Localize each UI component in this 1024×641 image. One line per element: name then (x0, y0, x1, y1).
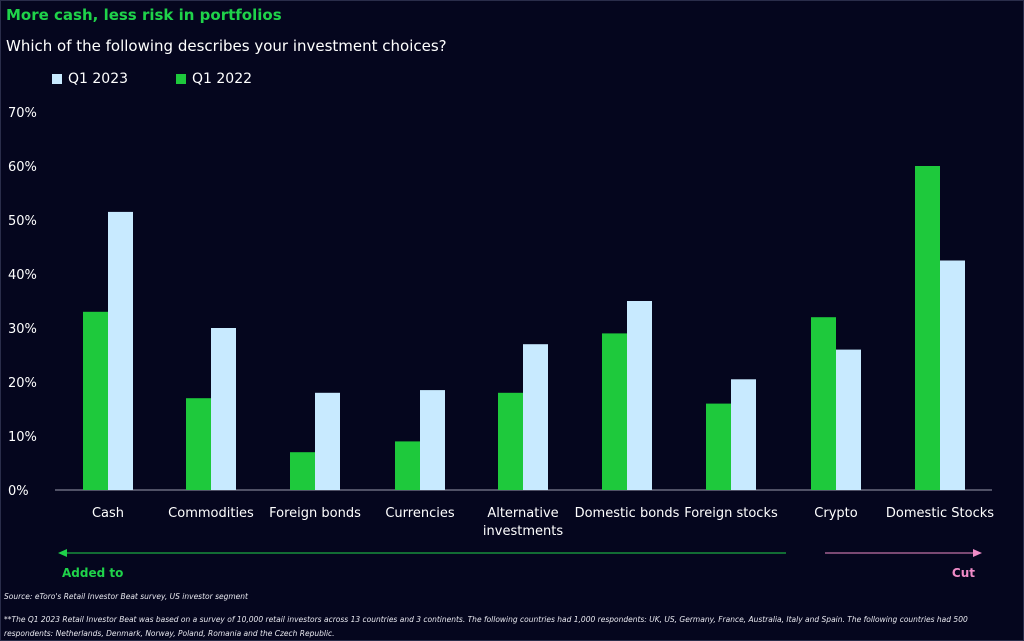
added-to-label: Added to (62, 566, 123, 580)
bar-q1-2023 (523, 344, 548, 490)
chart-subtitle: Which of the following describes your in… (6, 37, 447, 55)
bar-q1-2023 (940, 260, 965, 490)
y-tick-label: 60% (8, 160, 37, 175)
bar-q1-2023 (731, 379, 756, 490)
bar-q1-2022 (706, 403, 731, 490)
bar-q1-2023 (627, 301, 652, 490)
bar-q1-2022 (915, 166, 940, 490)
bar-q1-2022 (811, 317, 836, 490)
survey-footnote: **The Q1 2023 Retail Investor Beat was b… (4, 615, 968, 638)
y-tick-label: 70% (8, 106, 37, 121)
legend-item-q1-2022: Q1 2022 (176, 71, 252, 87)
legend-swatch-q1-2023 (52, 74, 62, 84)
cut-label: Cut (952, 566, 975, 580)
x-tick-label: Crypto (814, 506, 857, 521)
x-tick-label: Foreign stocks (684, 506, 778, 521)
bar-q1-2022 (290, 452, 315, 490)
cut-arrow-head (973, 549, 982, 557)
bar-q1-2023 (315, 392, 340, 490)
y-tick-label: 50% (8, 214, 37, 229)
source-note: Source: eToro's Retail Investor Beat sur… (4, 592, 248, 601)
legend-swatch-q1-2022 (176, 74, 187, 84)
bar-q1-2023 (108, 211, 133, 490)
bar-q1-2023 (420, 390, 445, 490)
bar-q1-2023 (836, 349, 861, 490)
chart-title: More cash, less risk in portfolios (6, 6, 282, 24)
bar-q1-2022 (83, 311, 108, 490)
y-tick-label: 0% (8, 484, 29, 499)
x-tick-label: Alternative investments (483, 506, 563, 539)
bar-q1-2022 (395, 441, 420, 490)
added-arrow-head (58, 549, 67, 557)
x-tick-label: Domestic Stocks (886, 506, 994, 521)
chart-legend: Q1 2023 Q1 2022 (52, 71, 252, 87)
y-tick-label: 40% (8, 268, 37, 283)
x-tick-label: Currencies (385, 506, 454, 521)
legend-label-q1-2023: Q1 2023 (68, 71, 129, 87)
bar-q1-2022 (498, 392, 523, 490)
y-tick-label: 10% (8, 430, 37, 445)
x-tick-label: Commodities (168, 506, 254, 521)
y-tick-label: 20% (8, 376, 37, 391)
legend-label-q1-2022: Q1 2022 (192, 71, 253, 87)
bar-q1-2022 (602, 333, 627, 490)
bar-q1-2023 (211, 328, 236, 490)
x-tick-label: Domestic bonds (575, 506, 680, 521)
x-tick-label: Foreign bonds (269, 506, 361, 521)
legend-item-q1-2023: Q1 2023 (52, 71, 128, 87)
bar-q1-2022 (186, 398, 211, 490)
x-tick-label: Cash (92, 506, 124, 521)
y-tick-label: 30% (8, 322, 37, 337)
